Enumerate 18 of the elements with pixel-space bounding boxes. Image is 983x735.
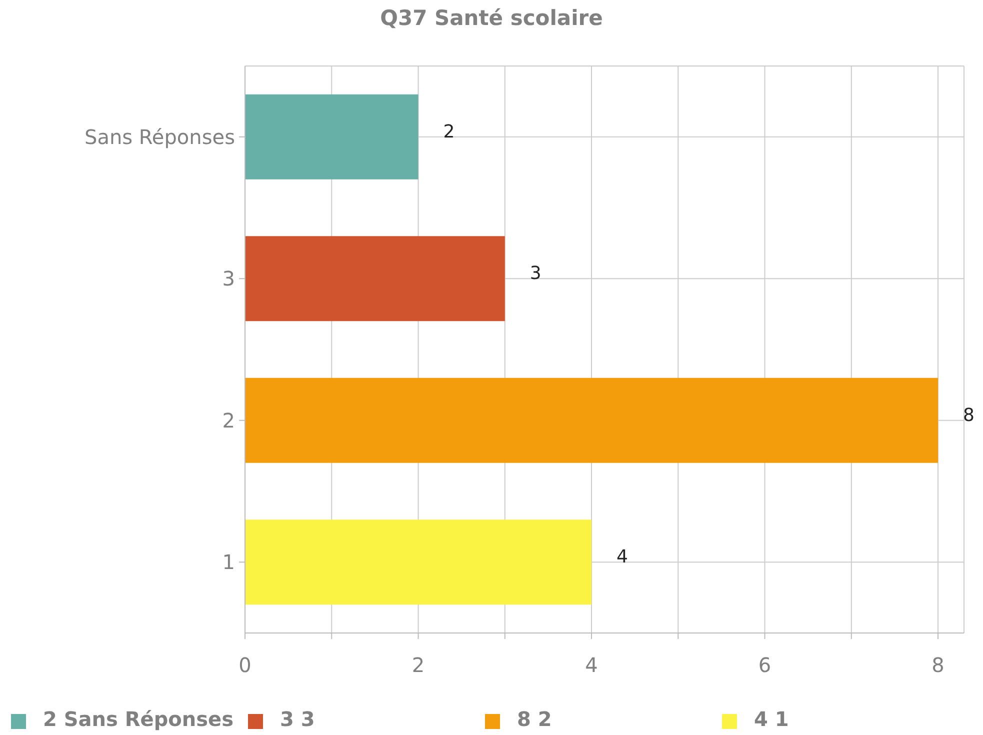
y-tick-label: 2 — [222, 408, 235, 432]
legend-label: 3 3 — [279, 707, 316, 731]
x-tick-label: 8 — [932, 653, 944, 678]
x-tick-label: 0 — [238, 653, 252, 678]
x-tick-label: 4 — [585, 653, 598, 678]
data-label: 8 — [963, 404, 974, 426]
data-label: 2 — [443, 121, 455, 142]
legend-label: 8 2 — [516, 707, 553, 731]
legend-label: 4 1 — [753, 707, 790, 731]
chart-title: Q37 Santé scolaire — [379, 6, 604, 30]
x-tick-label: 2 — [412, 653, 425, 678]
y-tick-label: 3 — [222, 266, 235, 291]
data-label: 4 — [616, 546, 628, 568]
y-tick-label: Sans Réponses — [84, 124, 235, 149]
x-tick-label: 6 — [758, 653, 772, 678]
y-tick-label: 1 — [222, 550, 235, 574]
legend-label: 2 Sans Réponses — [42, 707, 235, 731]
data-label: 3 — [530, 263, 542, 284]
